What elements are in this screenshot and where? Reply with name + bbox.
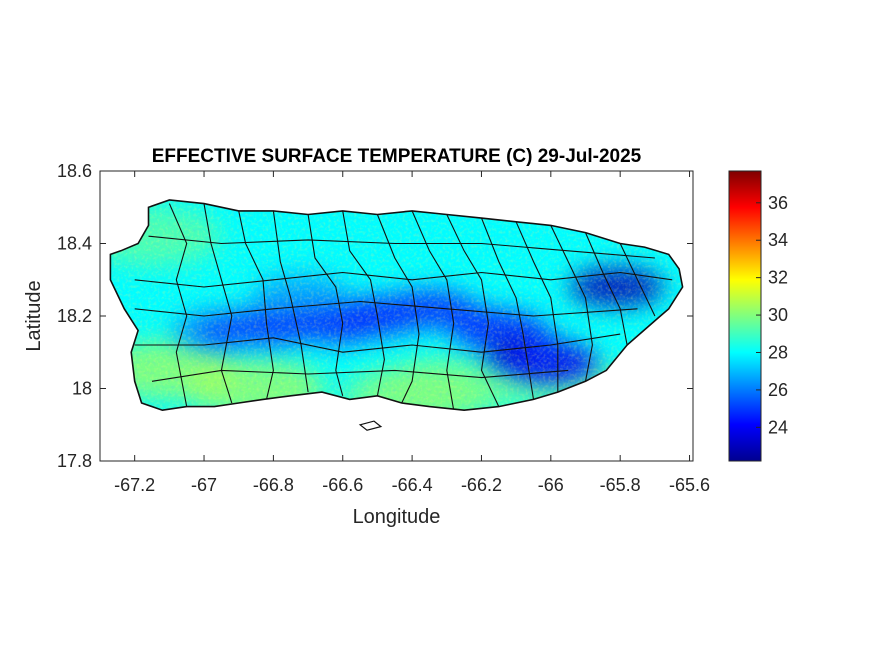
- colorbar: 24 26 28 30 32 34 36: [728, 170, 788, 462]
- chart-title: EFFECTIVE SURFACE TEMPERATURE (C) 29-Jul…: [152, 146, 642, 167]
- municipality-boundary: [134, 333, 621, 353]
- colorbar-ticks: 24 26 28 30 32 34 36: [756, 193, 788, 437]
- x-tick-label: -66.2: [461, 475, 502, 495]
- municipality-boundary: [342, 210, 385, 396]
- x-tick-label: -65.8: [600, 475, 641, 495]
- municipality-boundary: [134, 300, 638, 317]
- island-coastline: [109, 199, 684, 412]
- municipality-boundaries: [134, 203, 673, 411]
- municipality-boundary: [480, 217, 535, 400]
- y-tick-label: 18.4: [57, 234, 92, 254]
- x-tick-label: -67: [191, 475, 217, 495]
- municipality-boundary: [168, 203, 188, 407]
- x-axis: -67.2 -67 -66.8 -66.6 -66.4 -66.2 -66 -65.8 -65.…: [114, 171, 710, 495]
- municipality-boundary: [148, 235, 655, 259]
- y-axis: 17.8 18 18.2 18.4 18.6: [57, 161, 693, 471]
- colorbar-tick-label: 36: [768, 193, 788, 213]
- x-tick-label: -66.6: [322, 475, 363, 495]
- colorbar-tick-label: 32: [768, 268, 788, 288]
- caja-de-muertos-island: [358, 420, 383, 431]
- municipality-boundary: [238, 210, 274, 400]
- x-tick-label: -66.4: [392, 475, 433, 495]
- y-tick-label: 17.8: [57, 451, 92, 471]
- municipality-boundary: [376, 214, 420, 404]
- municipality-boundary: [134, 271, 673, 288]
- y-axis-label: Latitude: [23, 280, 45, 351]
- x-tick-label: -67.2: [114, 475, 155, 495]
- municipality-boundary: [411, 210, 455, 411]
- municipality-boundary: [307, 214, 344, 396]
- colorbar-tick-label: 24: [768, 417, 788, 437]
- colorbar-tick-label: 26: [768, 380, 788, 400]
- x-axis-label: Longitude: [353, 506, 441, 528]
- colorbar-tick-label: 28: [768, 342, 788, 362]
- municipality-boundary: [515, 221, 559, 393]
- y-tick-label: 18.2: [57, 306, 92, 326]
- x-tick-label: -65.6: [669, 475, 710, 495]
- colorbar-tick-label: 34: [768, 230, 788, 250]
- municipality-boundary: [272, 210, 309, 393]
- municipality-boundary: [203, 203, 233, 404]
- municipality-boundary: [151, 369, 569, 382]
- colorbar-tick-label: 30: [768, 305, 788, 325]
- x-tick-label: -66: [538, 475, 564, 495]
- municipality-boundary: [550, 225, 593, 382]
- colorbar-gradient: [728, 170, 762, 462]
- y-tick-label: 18: [72, 379, 92, 399]
- y-tick-label: 18.6: [57, 161, 92, 181]
- municipality-boundary: [446, 214, 500, 407]
- x-tick-label: -66.8: [253, 475, 294, 495]
